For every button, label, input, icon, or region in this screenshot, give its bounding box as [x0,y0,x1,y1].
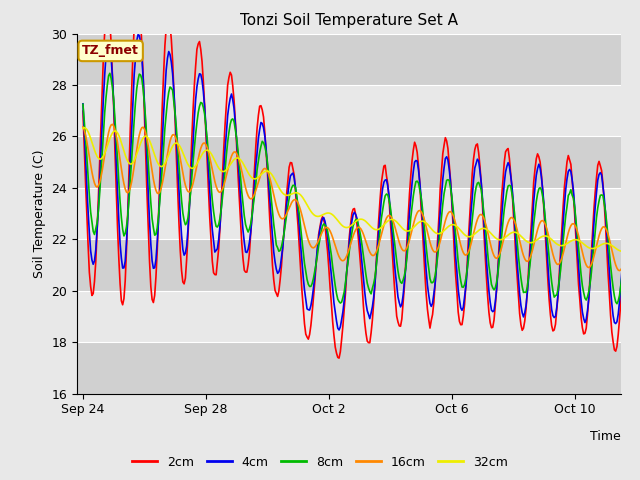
Bar [77,342,621,394]
Y-axis label: Soil Temperature (C): Soil Temperature (C) [33,149,45,278]
Bar [77,188,621,240]
Bar [77,240,621,291]
Bar [77,85,621,136]
Text: Time: Time [590,430,621,443]
Bar [77,136,621,188]
Title: Tonzi Soil Temperature Set A: Tonzi Soil Temperature Set A [240,13,458,28]
Legend: 2cm, 4cm, 8cm, 16cm, 32cm: 2cm, 4cm, 8cm, 16cm, 32cm [127,451,513,474]
Text: TZ_fmet: TZ_fmet [82,44,139,58]
Bar [77,34,621,85]
Bar [77,291,621,342]
